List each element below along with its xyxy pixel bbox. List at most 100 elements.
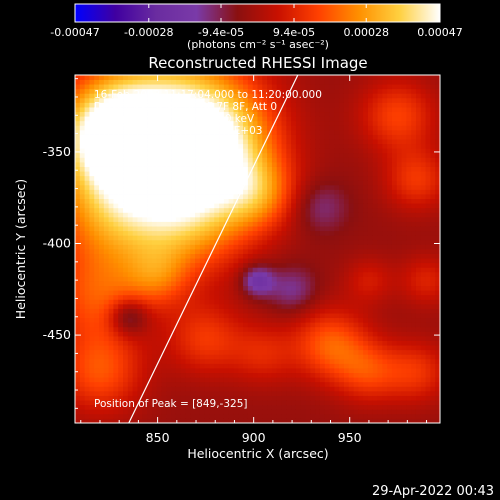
heatmap-cell: [137, 111, 143, 117]
heatmap-cell: [315, 303, 321, 309]
heatmap-cell: [84, 171, 90, 177]
heatmap-cell: [108, 267, 114, 273]
heatmap-cell: [127, 381, 134, 387]
heatmap-cell: [291, 194, 297, 200]
heatmap-cell: [214, 340, 220, 346]
heatmap-cell: [257, 262, 263, 268]
heatmap-cell: [252, 143, 258, 149]
heatmap-cell: [89, 368, 95, 374]
heatmap-cell: [151, 390, 158, 396]
heatmap-cell: [161, 194, 167, 200]
heatmap-cell: [103, 253, 110, 259]
heatmap-cell: [247, 221, 254, 227]
heatmap-cell: [161, 166, 167, 172]
heatmap-cell: [171, 294, 177, 300]
heatmap-cell: [79, 258, 85, 264]
heatmap-cell: [286, 377, 292, 383]
heatmap-cell: [142, 271, 148, 277]
heatmap-cell: [238, 390, 244, 396]
heatmap-cell: [281, 326, 287, 332]
heatmap-cell: [315, 368, 321, 374]
heatmap-cell: [252, 97, 258, 103]
heatmap-cell: [99, 354, 105, 360]
heatmap-cell: [180, 216, 186, 222]
heatmap-cell: [209, 409, 215, 415]
heatmap-cell: [190, 207, 196, 213]
heatmap-cell: [219, 326, 225, 332]
heatmap-cell: [300, 262, 306, 268]
heatmap-cell: [319, 148, 326, 154]
heatmap-cell: [94, 322, 100, 328]
heatmap-cell: [382, 308, 388, 314]
heatmap-cell: [257, 313, 263, 319]
heatmap-cell: [257, 326, 263, 332]
heatmap-cell: [267, 395, 273, 401]
heatmap-cell: [94, 395, 100, 401]
heatmap-cell: [267, 157, 273, 163]
heatmap-cell: [137, 152, 143, 158]
heatmap-cell: [247, 244, 254, 250]
heatmap-cell: [185, 386, 191, 392]
heatmap-cell: [75, 157, 81, 163]
heatmap-cell: [180, 258, 186, 264]
heatmap-cell: [180, 189, 186, 195]
heatmap-cell: [127, 221, 134, 227]
heatmap-cell: [99, 184, 105, 190]
heatmap-cell: [219, 358, 225, 364]
heatmap-cell: [103, 162, 110, 167]
heatmap-cell: [99, 244, 105, 250]
heatmap-cell: [252, 171, 258, 177]
heatmap-cell: [247, 194, 254, 200]
heatmap-cell: [348, 84, 354, 90]
heatmap-cell: [334, 390, 340, 396]
heatmap-cell: [75, 390, 81, 396]
heatmap-cell: [190, 93, 196, 99]
heatmap-cell: [343, 326, 350, 332]
heatmap-cell: [190, 381, 196, 387]
heatmap-cell: [372, 84, 378, 90]
heatmap-cell: [103, 189, 110, 195]
heatmap-cell: [127, 157, 134, 163]
heatmap-cell: [387, 331, 393, 337]
heatmap-cell: [358, 340, 364, 346]
heatmap-cell: [267, 285, 273, 291]
heatmap-cell: [334, 97, 340, 103]
heatmap-cell: [271, 166, 278, 172]
heatmap-cell: [334, 290, 340, 296]
heatmap-cell: [262, 75, 268, 80]
heatmap-cell: [267, 88, 273, 94]
heatmap-cell: [175, 290, 182, 296]
heatmap-cell: [233, 166, 239, 172]
heatmap-cell: [343, 171, 350, 177]
heatmap-cell: [372, 216, 378, 222]
heatmap-cell: [89, 207, 95, 213]
heatmap-cell: [377, 409, 383, 415]
heatmap-cell: [180, 317, 186, 323]
heatmap-cell: [247, 299, 254, 305]
heatmap-cell: [214, 313, 220, 319]
heatmap-cell: [353, 317, 359, 323]
heatmap-cell: [305, 111, 311, 117]
heatmap-cell: [118, 377, 124, 383]
heatmap-cell: [243, 349, 249, 355]
heatmap-cell: [132, 381, 138, 387]
heatmap-cell: [84, 139, 90, 145]
heatmap-cell: [281, 253, 287, 259]
heatmap-cell: [137, 349, 143, 355]
heatmap-cell: [377, 413, 383, 419]
heatmap-cell: [262, 184, 268, 190]
heatmap-cell: [267, 148, 273, 154]
heatmap-cell: [281, 239, 287, 245]
heatmap-cell: [348, 75, 354, 80]
heatmap-cell: [123, 239, 129, 245]
heatmap-cell: [137, 139, 143, 145]
heatmap-cell: [339, 303, 345, 309]
heatmap-cell: [199, 271, 206, 277]
heatmap-cell: [190, 107, 196, 113]
heatmap-cell: [99, 413, 105, 419]
heatmap-cell: [127, 139, 134, 145]
heatmap-cell: [247, 107, 254, 113]
heatmap-cell: [387, 390, 393, 396]
heatmap-cell: [343, 372, 350, 378]
heatmap-cell: [108, 116, 114, 122]
